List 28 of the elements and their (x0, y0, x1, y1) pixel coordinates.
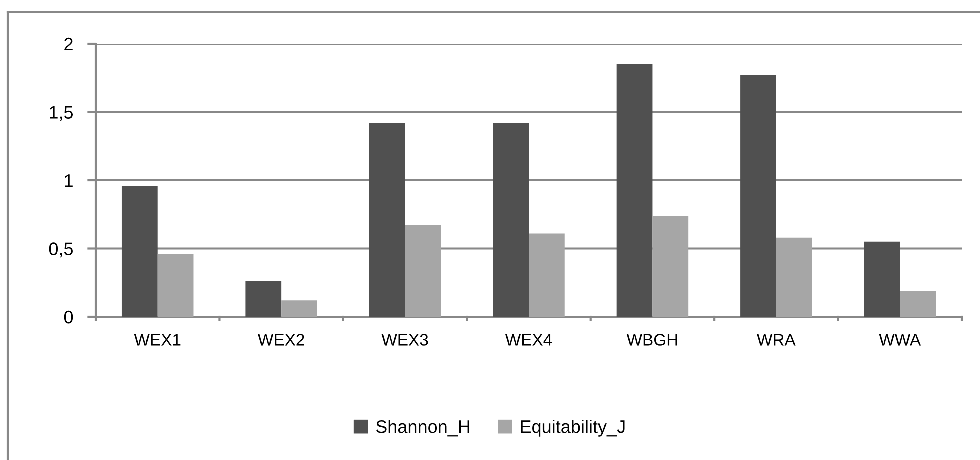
bar (616, 64, 653, 317)
bar (900, 291, 936, 317)
legend-label: Shannon_H (376, 420, 470, 437)
bar (652, 216, 689, 317)
bar (776, 238, 812, 317)
x-tick-label: WEX2 (258, 334, 304, 346)
y-tick-label: 0,5 (49, 242, 74, 258)
bar (740, 75, 776, 317)
bar (158, 254, 194, 317)
y-tick-label: 1,5 (50, 106, 74, 122)
bar (493, 123, 529, 317)
bar (405, 226, 442, 317)
bar (246, 282, 282, 317)
x-tick-label: WEX3 (382, 334, 428, 346)
legend-label: Equitability_J (521, 420, 625, 437)
y-tick-label: 0 (64, 310, 74, 324)
bar (529, 234, 565, 317)
x-tick-label: WRA (757, 334, 796, 346)
x-tick-label: WEX1 (134, 334, 181, 346)
bar (122, 186, 158, 317)
x-tick-label: WEX4 (505, 334, 552, 346)
x-tick-label: WBGH (626, 334, 678, 346)
bar (282, 300, 318, 317)
bar (369, 123, 406, 317)
y-tick-label: 1 (65, 174, 73, 188)
x-tick-label: WWA (879, 334, 922, 346)
y-tick-label: 2 (64, 38, 73, 51)
bar (864, 242, 900, 317)
